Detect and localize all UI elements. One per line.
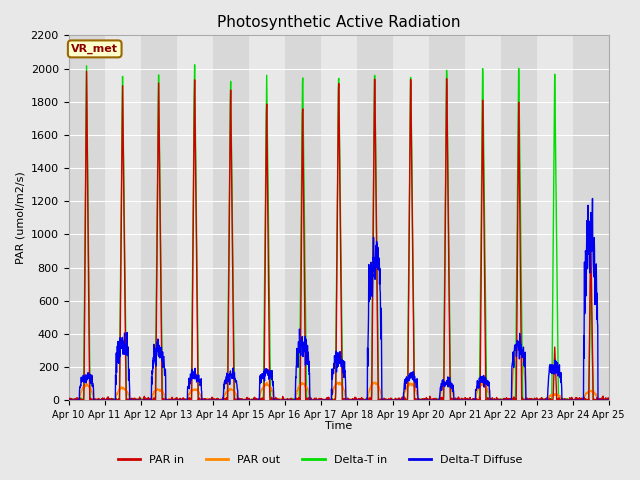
PAR in — [573, 397, 580, 403]
Bar — [356, 36, 393, 400]
Delta-T in — [605, 397, 612, 403]
Text: VR_met: VR_met — [71, 44, 118, 54]
Line: PAR in: PAR in — [68, 72, 609, 400]
Bar — [573, 36, 609, 400]
Delta-T Diffuse — [572, 397, 580, 403]
Delta-T in — [557, 397, 565, 403]
PAR in — [355, 396, 362, 402]
Bar — [465, 36, 500, 400]
Bar — [537, 36, 573, 400]
Delta-T Diffuse — [557, 370, 564, 375]
X-axis label: Time: Time — [325, 421, 352, 432]
Bar — [141, 36, 177, 400]
PAR out — [215, 397, 223, 403]
Delta-T in — [355, 397, 362, 403]
Delta-T Diffuse — [366, 290, 374, 296]
PAR out — [516, 345, 524, 351]
Delta-T Diffuse — [65, 397, 72, 403]
Line: PAR out: PAR out — [68, 348, 609, 400]
PAR out — [65, 397, 72, 403]
PAR in — [65, 397, 72, 403]
Bar — [177, 36, 212, 400]
PAR in — [216, 397, 223, 403]
Delta-T in — [367, 397, 374, 403]
Delta-T in — [496, 397, 504, 403]
PAR out — [366, 387, 374, 393]
Line: Delta-T in: Delta-T in — [68, 65, 609, 400]
PAR in — [605, 395, 612, 401]
Delta-T in — [573, 397, 580, 403]
PAR out — [557, 396, 565, 402]
PAR in — [83, 69, 90, 74]
Bar — [321, 36, 356, 400]
Delta-T Diffuse — [589, 196, 596, 202]
Delta-T Diffuse — [605, 397, 612, 403]
Bar — [212, 36, 248, 400]
Line: Delta-T Diffuse: Delta-T Diffuse — [68, 199, 609, 400]
Delta-T in — [191, 62, 198, 68]
Delta-T in — [216, 397, 223, 403]
Delta-T Diffuse — [215, 397, 223, 403]
Bar — [500, 36, 537, 400]
Bar — [104, 36, 141, 400]
PAR out — [354, 396, 362, 402]
Bar — [393, 36, 429, 400]
PAR in — [557, 397, 565, 403]
Delta-T Diffuse — [354, 397, 362, 403]
Bar — [285, 36, 321, 400]
Delta-T Diffuse — [495, 397, 503, 403]
PAR in — [65, 397, 72, 403]
PAR out — [605, 397, 612, 403]
Bar — [248, 36, 285, 400]
PAR out — [495, 397, 503, 403]
Delta-T in — [65, 397, 72, 403]
PAR out — [572, 396, 580, 402]
Y-axis label: PAR (umol/m2/s): PAR (umol/m2/s) — [15, 171, 25, 264]
Title: Photosynthetic Active Radiation: Photosynthetic Active Radiation — [217, 15, 460, 30]
Bar — [68, 36, 104, 400]
PAR in — [496, 397, 504, 403]
Delta-T in — [65, 397, 73, 403]
Legend: PAR in, PAR out, Delta-T in, Delta-T Diffuse: PAR in, PAR out, Delta-T in, Delta-T Dif… — [113, 451, 527, 469]
Bar — [429, 36, 465, 400]
PAR in — [367, 397, 374, 403]
